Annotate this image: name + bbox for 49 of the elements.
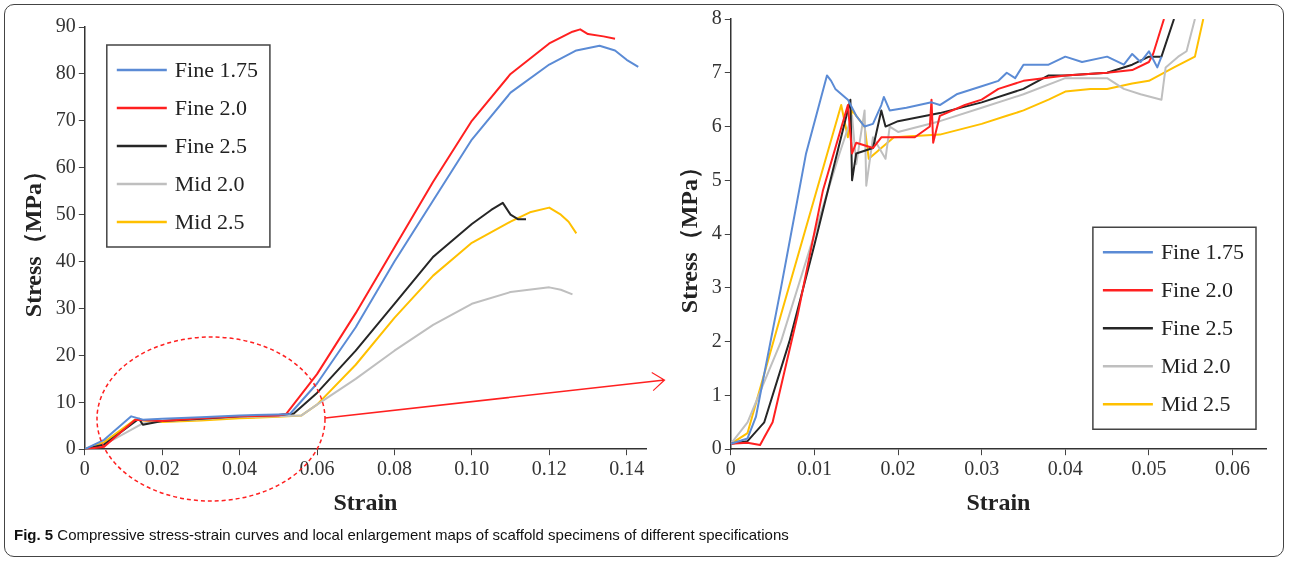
y-tick-label: 50 — [55, 201, 76, 224]
legend-label: Fine 2.0 — [1160, 276, 1234, 302]
x-tick-label: 0.04 — [222, 457, 258, 480]
y-tick-label: 1 — [711, 382, 722, 405]
x-tick-label: 0.04 — [1047, 457, 1083, 480]
y-axis-title: Stress（MPa） — [675, 155, 702, 314]
y-tick-label: 30 — [55, 295, 76, 318]
caption: Fig. 5 Compressive stress-strain curves and local enlargement maps of scaffold specimens of different specifications — [14, 526, 789, 543]
x-tick-label: 0.01 — [796, 457, 832, 480]
x-tick-label: 0.03 — [964, 457, 1000, 480]
y-tick-label: 3 — [711, 275, 722, 298]
x-tick-label: 0.14 — [609, 457, 645, 480]
y-tick-label: 20 — [55, 342, 76, 365]
x-tick-label: 0.02 — [144, 457, 180, 480]
y-tick-label: 10 — [55, 389, 76, 412]
y-tick-label: 2 — [711, 328, 722, 351]
x-tick-label: 0.12 — [531, 457, 567, 480]
legend-label: Mid 2.0 — [174, 170, 245, 196]
x-tick-label: 0 — [725, 457, 736, 480]
x-tick-label: 0.05 — [1131, 457, 1167, 480]
x-axis-title: Strain — [966, 488, 1031, 515]
y-tick-label: 5 — [711, 167, 722, 190]
legend-label: Mid 2.0 — [1160, 352, 1231, 378]
x-tick-label: 0.02 — [880, 457, 916, 480]
y-tick-label: 90 — [55, 14, 76, 37]
y-axis-title: Stress（MPa） — [19, 159, 46, 318]
y-tick-label: 70 — [55, 108, 76, 131]
y-tick-label: 80 — [55, 61, 76, 84]
x-axis-title: Strain — [333, 488, 398, 515]
legend-label: Fine 2.5 — [1160, 314, 1234, 340]
y-tick-label: 7 — [711, 60, 722, 83]
legend-label: Mid 2.5 — [174, 208, 245, 234]
y-tick-label: 6 — [711, 113, 722, 136]
legend-label: Mid 2.5 — [1160, 390, 1231, 416]
y-tick-label: 60 — [55, 154, 76, 177]
x-tick-label: 0 — [79, 457, 90, 480]
legend-label: Fine 1.75 — [1160, 238, 1245, 264]
legend-label: Fine 2.0 — [174, 94, 247, 120]
y-tick-label: 40 — [55, 248, 76, 271]
x-tick-label: 0.10 — [454, 457, 490, 480]
legend-label: Fine 1.75 — [174, 56, 258, 82]
y-tick-label: 0 — [711, 436, 722, 459]
y-tick-label: 8 — [711, 6, 722, 29]
y-tick-label: 0 — [65, 436, 76, 459]
x-tick-label: 0.08 — [376, 457, 412, 480]
legend-label: Fine 2.5 — [174, 132, 247, 158]
x-tick-label: 0.06 — [299, 457, 335, 480]
x-tick-label: 0.06 — [1215, 457, 1251, 480]
y-tick-label: 4 — [711, 221, 722, 244]
